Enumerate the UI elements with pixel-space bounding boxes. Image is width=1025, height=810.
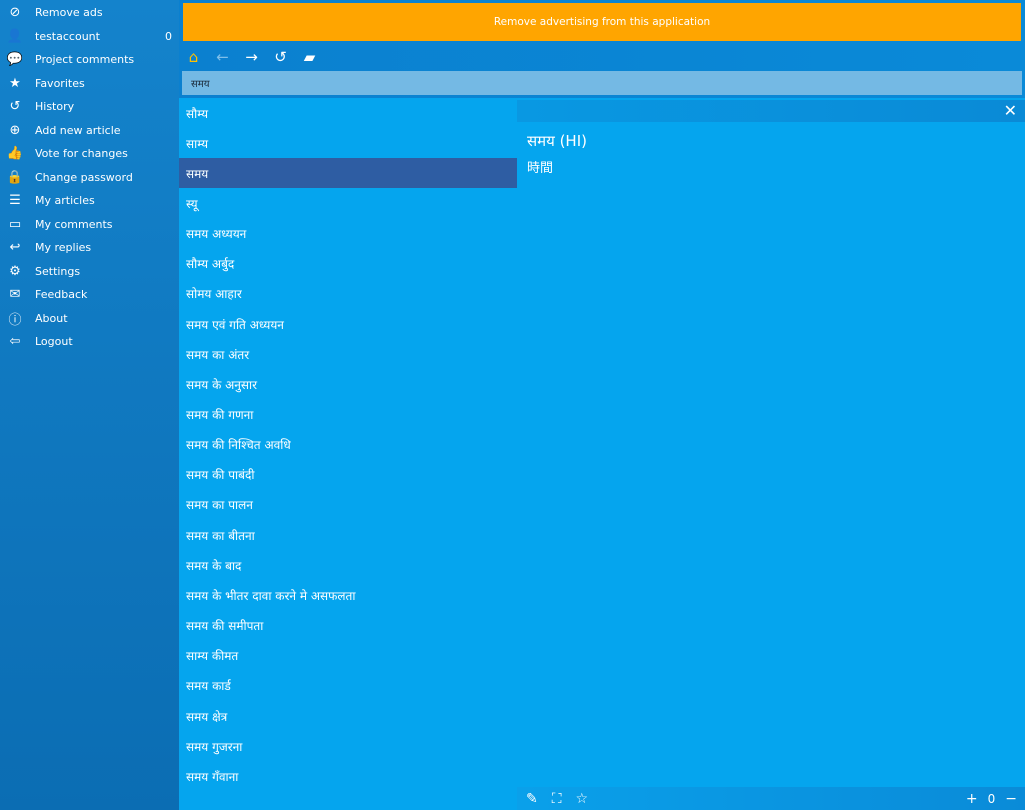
home-icon[interactable]: ⌂ [188,48,199,66]
sidebar-item-testaccount[interactable]: 👤 testaccount 0 [0,25,179,48]
star-icon[interactable]: ☆ [575,790,589,807]
list-item[interactable]: समय अध्ययन [186,227,247,242]
list-item[interactable]: समय कार्ड [186,679,231,694]
list-item[interactable]: समय के भीतर दावा करने मे असफलता [186,588,356,603]
favorites-folder-icon: ★ [9,75,21,91]
sidebar-item-project-comments[interactable]: 💬 Project comments [0,48,179,71]
close-icon[interactable]: ✕ [1003,101,1017,120]
sidebar-item-label: Settings [35,264,81,278]
user-icon: 👤 [6,28,24,44]
sidebar-item-add-new-article[interactable]: ⊕ Add new article [0,119,179,142]
list-item[interactable]: समय गँवाना [186,769,239,784]
sidebar-item-label: Project comments [35,53,135,66]
mail-icon: ✉ [9,287,21,302]
sidebar-item-my-comments[interactable]: ▭ My comments [0,213,179,236]
main-area: Remove advertising from this application… [179,0,1025,810]
sidebar-item-about[interactable]: ⓘ About [0,307,179,330]
article-bottom-bar: ✎ ⛶ ☆ + 0 − [517,787,1025,810]
list-item[interactable]: समय का अंतर [186,347,250,362]
edit-pencil-icon[interactable]: ✎ [526,790,538,807]
article-title: समय (HI) [527,132,587,150]
gear-icon: ⚙ [9,263,21,279]
plus-icon[interactable]: + [965,790,978,807]
sidebar-item-my-replies[interactable]: ↩ My replies [0,236,179,259]
sidebar-item-remove-ads[interactable]: ⊘ Remove ads [0,1,179,24]
comments-icon: 💬 [6,52,24,67]
info-icon: ⓘ [8,312,22,328]
sidebar-item-label: Remove ads [35,6,103,19]
article-translation: 時間 [527,161,554,176]
sidebar-item-label: Add new article [35,123,121,137]
sidebar-item-vote-for-changes[interactable]: 👍 Vote for changes [0,142,179,165]
sidebar-item-label: My comments [35,217,113,231]
comment-icon: ▭ [8,216,22,232]
list-item[interactable]: समय की समीपता [186,619,264,634]
results-list[interactable]: सौम्य साम्य समय स्यू समय अध्ययन सौम्य अर्बुद स… [179,98,517,810]
article-header: ✕ [517,100,1025,122]
sidebar-item-favorites[interactable]: ★ Favorites [0,72,179,95]
sidebar-item-label: History [35,100,75,113]
history-icon: ↺ [9,99,21,114]
list-item[interactable]: स्यू [186,196,198,211]
sidebar-item-label: Feedback [35,288,88,301]
list-item[interactable]: समय का पालन [186,498,253,513]
list-item[interactable]: सोमय आहार [186,287,242,302]
forward-arrow-icon[interactable]: → [245,48,258,66]
logout-icon: ⇦ [9,334,21,349]
list-item[interactable]: समय एवं गति अध्ययन [186,317,284,332]
sidebar-item-label: About [35,311,68,325]
sidebar-item-my-articles[interactable]: ☰ My articles [0,189,179,212]
fullscreen-icon[interactable]: ⛶ [551,790,562,807]
sidebar-item-settings[interactable]: ⚙ Settings [0,260,179,283]
sidebar-item-label: Logout [35,335,73,348]
list-item[interactable]: समय की निश्चित अवधि [186,438,291,453]
list-item[interactable]: सौम्य अर्बुद [186,257,235,272]
back-arrow-icon[interactable]: ← [216,48,229,66]
sidebar-item-label: My replies [35,241,92,254]
list-item[interactable]: समय गुजरना [186,739,243,754]
sidebar-item-label: My articles [35,194,95,207]
article-panel: ✕ समय (HI) 時間 ✎ ⛶ ☆ + 0 − [517,98,1025,810]
sidebar-item-label: Vote for changes [35,147,128,160]
sidebar-item-label: Change password [35,170,133,184]
sidebar-item-feedback[interactable]: ✉ Feedback [0,283,179,306]
list-item[interactable]: समय [179,158,517,189]
sidebar-item-history[interactable]: ↺ History [0,95,179,118]
rating-count: 0 [987,791,996,806]
list-item[interactable]: समय के बाद [186,558,242,573]
sidebar-item-label: Favorites [35,76,85,90]
list-item[interactable]: समय का बीतना [186,528,255,543]
list-item[interactable]: साम्य [186,136,209,151]
minus-icon[interactable]: − [1005,790,1017,807]
sidebar-item-change-password[interactable]: 🔒 Change password [0,166,179,189]
block-icon: ⊘ [9,5,21,20]
ad-text: Remove advertising from this application [493,16,711,28]
sidebar-item-count: 0 [165,29,172,43]
list-item[interactable]: समय की गणना [186,408,254,422]
reply-icon: ↩ [9,240,21,255]
remove-ads-banner[interactable]: Remove advertising from this application [183,3,1021,41]
list-item[interactable]: समय क्षेत्र [186,709,228,724]
sidebar-item-logout[interactable]: ⇦ Logout [0,330,179,353]
list-icon: ☰ [9,193,21,208]
list-item[interactable]: समय की पाबंदी [186,468,255,483]
list-item[interactable]: समय के अनुसार [186,377,258,392]
favorites-folder-icon[interactable]: ▰ [303,48,316,66]
list-item[interactable]: सौम्य [186,106,209,121]
sidebar-item-label: testaccount [35,29,100,43]
sidebar: ⊘ Remove ads 👤 testaccount 0 💬 Project comment… [0,0,179,810]
list-item[interactable]: साम्य कीमत [186,649,239,664]
history-icon[interactable]: ↺ [274,48,287,66]
lock-icon: 🔒 [6,169,24,185]
search-input[interactable] [182,71,1022,95]
add-circle-icon: ⊕ [9,122,21,138]
vote-icon: 👍 [6,146,24,161]
toolbar: ⌂ ← → ↺ ▰ [185,47,318,67]
